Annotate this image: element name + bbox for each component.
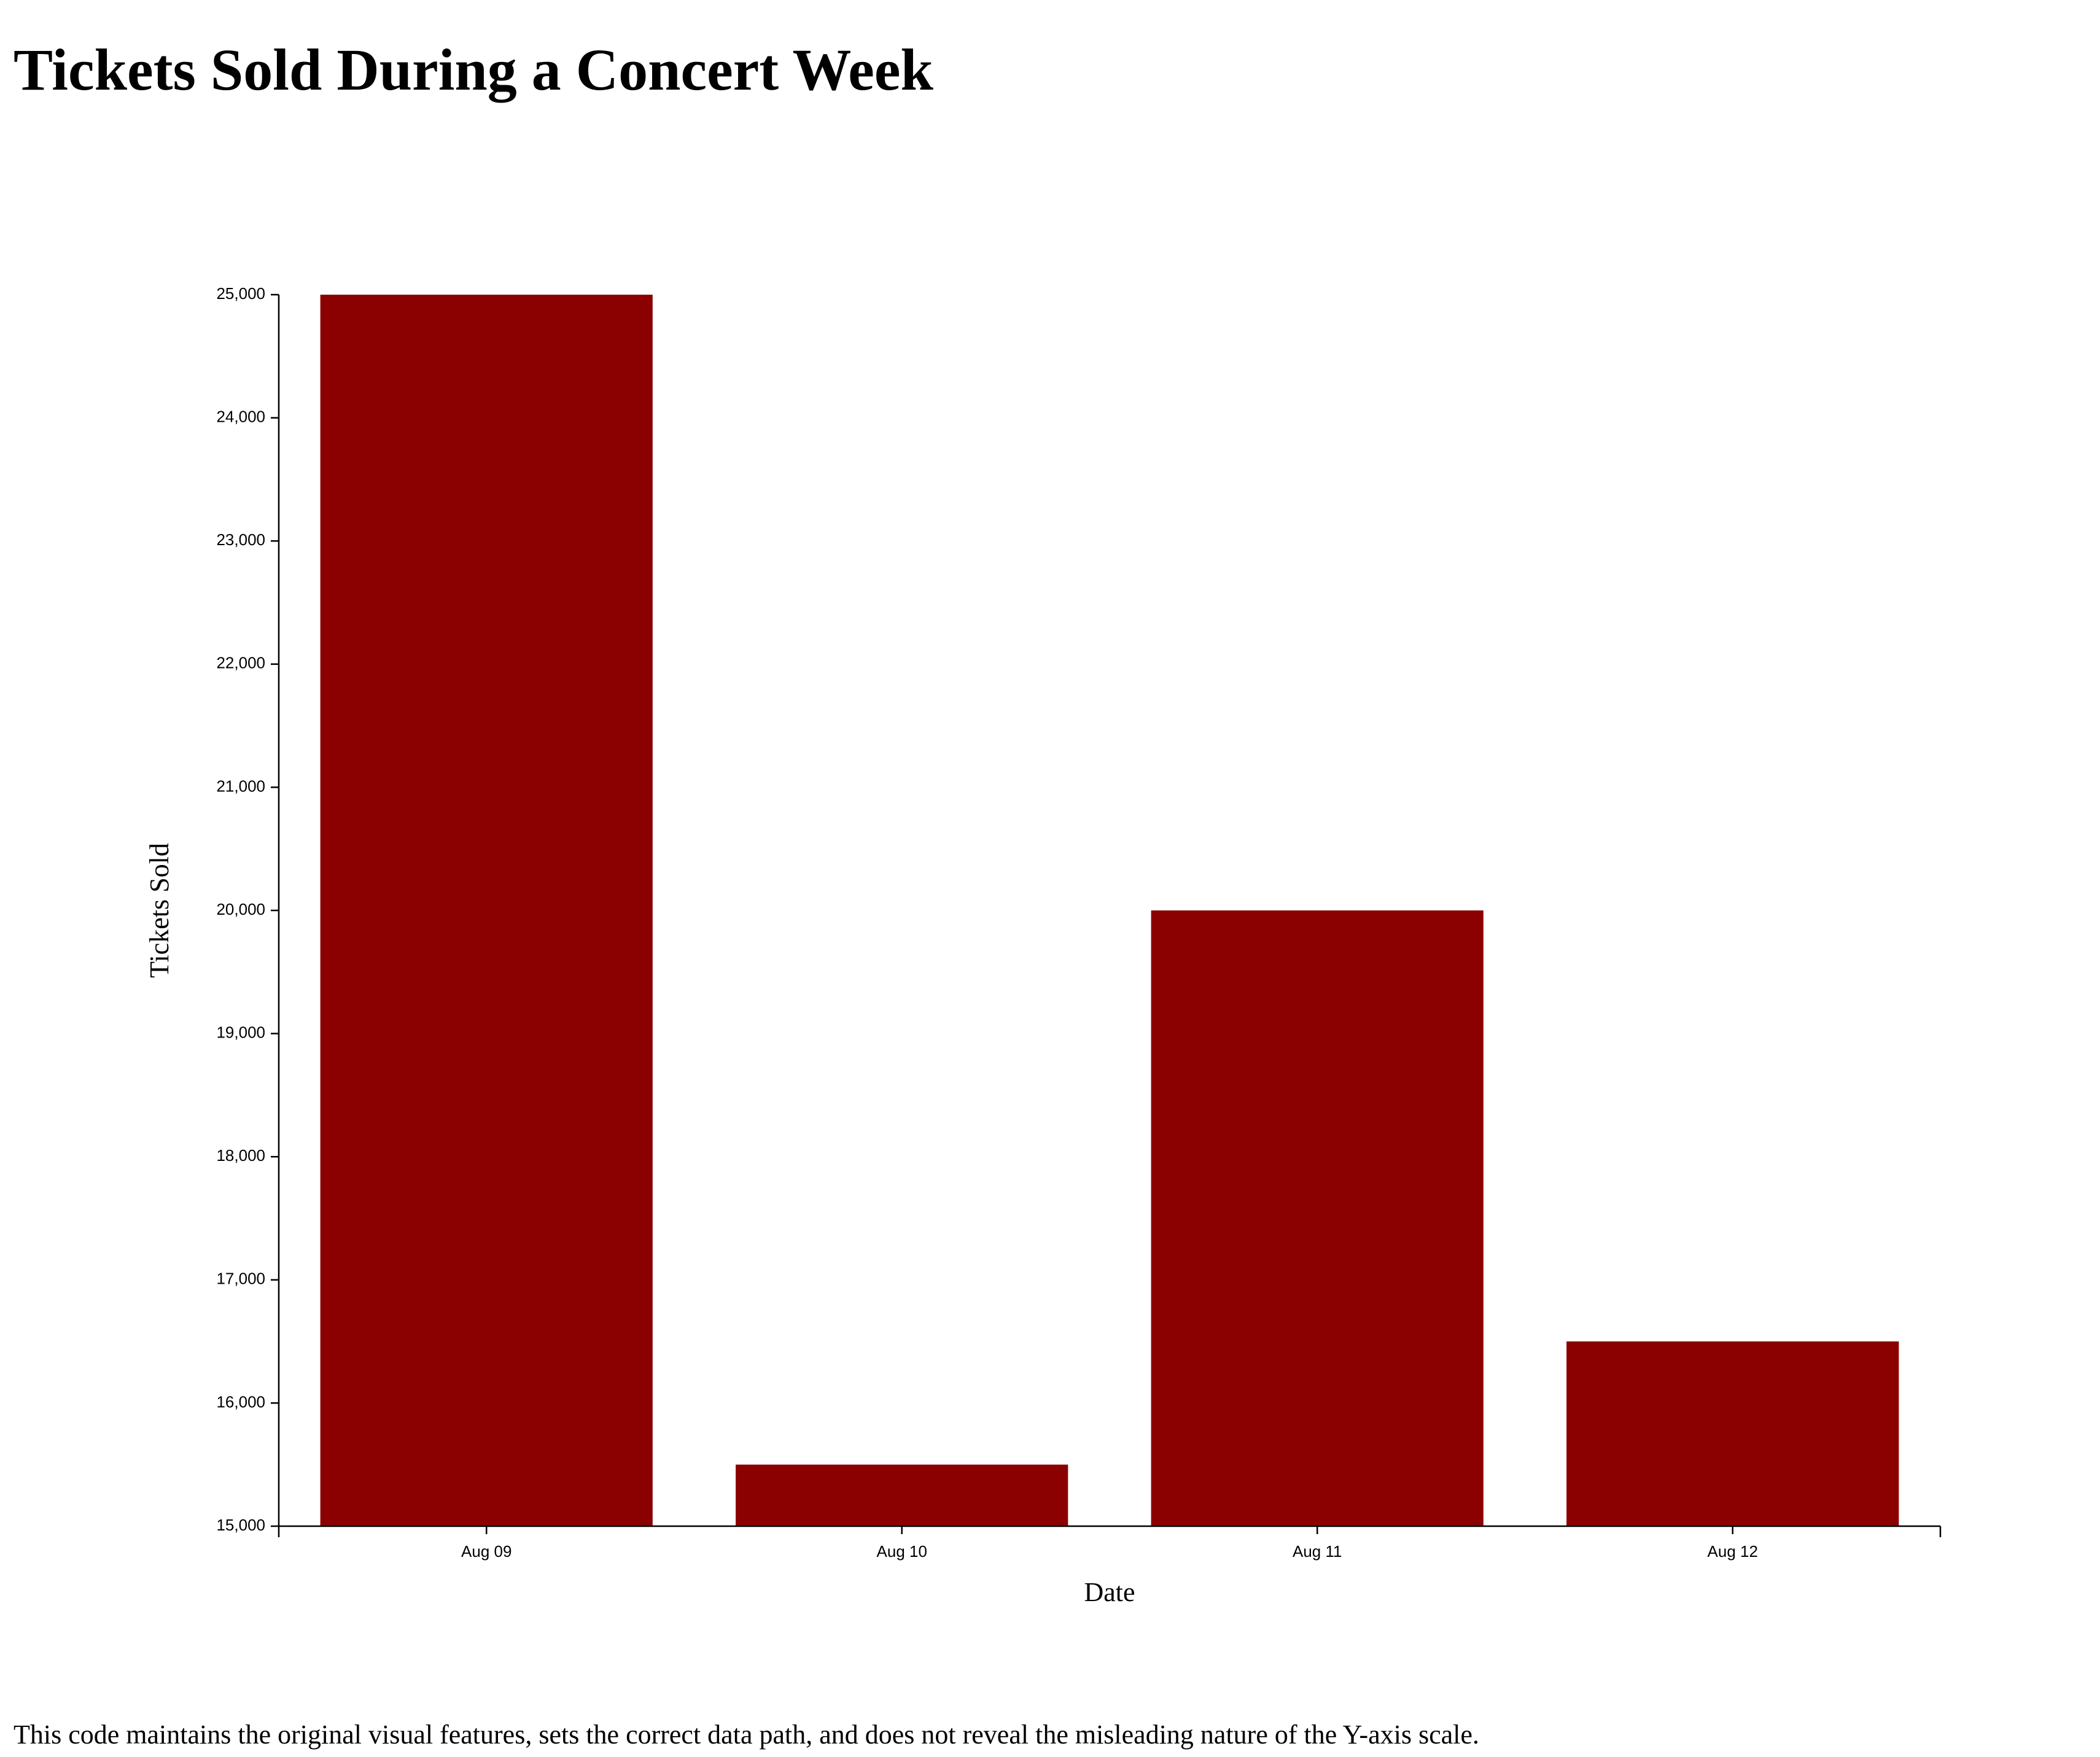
page-title: Tickets Sold During a Concert Week [14, 37, 933, 103]
bar-chart: 15,000 16,000 17,000 18,000 19,000 20,000 21,0… [144, 284, 1942, 1607]
y-tick-label: 21,000 [216, 777, 265, 795]
x-axis-label: Date [1084, 1577, 1135, 1607]
footer-note: This code maintains the original visual … [14, 1720, 1479, 1750]
y-tick-label: 16,000 [216, 1392, 265, 1411]
y-tick-label: 17,000 [216, 1270, 265, 1288]
y-tick-label: 20,000 [216, 900, 265, 918]
y-tick-label: 15,000 [216, 1516, 265, 1534]
y-axis: 15,000 16,000 17,000 18,000 19,000 20,000 21,0… [216, 284, 280, 1534]
y-tick-label: 18,000 [216, 1146, 265, 1165]
x-tick-label: Aug 09 [461, 1542, 511, 1561]
x-tick-label: Aug 12 [1708, 1542, 1758, 1561]
bar-aug-12 [1566, 1341, 1899, 1526]
bar-aug-09 [320, 295, 653, 1526]
y-tick-label: 25,000 [216, 284, 265, 303]
bar-aug-11 [1151, 910, 1484, 1526]
bar-aug-10 [736, 1464, 1068, 1526]
y-axis-label: Tickets Sold [144, 843, 174, 978]
x-tick-label: Aug 10 [877, 1542, 927, 1561]
x-axis: Aug 09 Aug 10 Aug 11 Aug 12 [278, 1525, 1942, 1561]
x-tick-label: Aug 11 [1293, 1542, 1342, 1561]
bars-group [320, 295, 1899, 1526]
y-tick-label: 19,000 [216, 1023, 265, 1041]
y-tick-label: 22,000 [216, 654, 265, 672]
y-tick-label: 23,000 [216, 530, 265, 549]
y-tick-label: 24,000 [216, 407, 265, 425]
